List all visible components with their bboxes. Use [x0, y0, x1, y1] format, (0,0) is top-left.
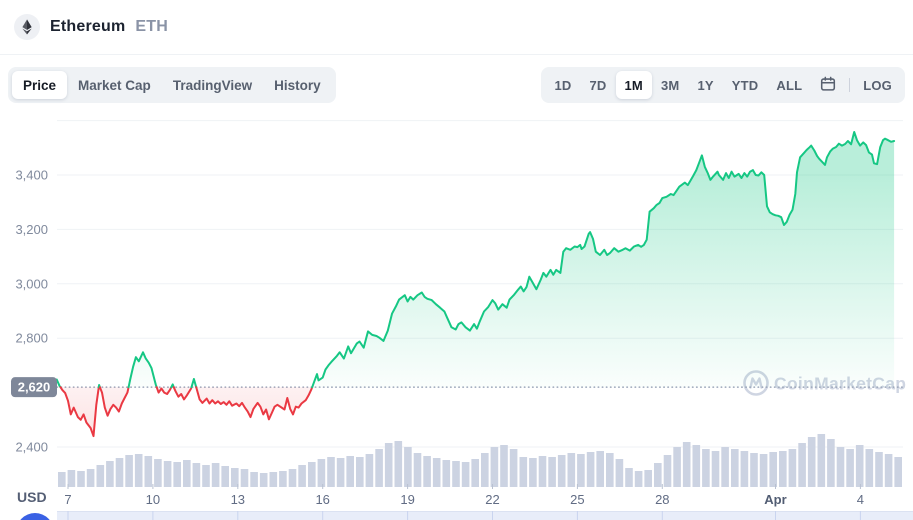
- range-all[interactable]: ALL: [767, 71, 811, 99]
- svg-text:7: 7: [64, 492, 71, 507]
- svg-text:25: 25: [570, 492, 584, 507]
- coin-name: Ethereum: [50, 18, 126, 35]
- tab-market-cap[interactable]: Market Cap: [67, 71, 162, 99]
- svg-text:2,400: 2,400: [15, 440, 48, 455]
- svg-text:19: 19: [400, 492, 414, 507]
- y-axis-labels: 3,400 3,200 3,000 2,800 2,400: [15, 168, 48, 455]
- range-tab-group: 1D 7D 1M 3M 1Y YTD ALL LOG: [541, 67, 905, 103]
- range-1m[interactable]: 1M: [615, 71, 652, 99]
- svg-text:22: 22: [485, 492, 499, 507]
- tab-price[interactable]: Price: [12, 71, 68, 99]
- svg-text:2,620: 2,620: [18, 380, 51, 395]
- range-1d[interactable]: 1D: [545, 71, 580, 99]
- price-line: [55, 131, 896, 438]
- view-tab-group: Price Market Cap TradingView History: [8, 67, 336, 103]
- range-3m[interactable]: 3M: [652, 71, 688, 99]
- toolbar-divider: [849, 78, 851, 92]
- tab-history[interactable]: History: [263, 71, 332, 99]
- ethereum-logo-icon: [14, 14, 40, 40]
- svg-text:2,800: 2,800: [15, 331, 48, 346]
- svg-text:Apr: Apr: [764, 492, 786, 507]
- range-1y[interactable]: 1Y: [688, 71, 722, 99]
- calendar-icon: [819, 75, 837, 96]
- page-header: Ethereum ETH: [0, 0, 913, 55]
- svg-text:13: 13: [231, 492, 245, 507]
- range-ytd[interactable]: YTD: [723, 71, 768, 99]
- x-axis-labels: 7 10 13 16 19 22 25 28 Apr 4: [64, 484, 864, 507]
- price-chart[interactable]: 3,400 3,200 3,000 2,800 2,400 7 10 13 16 19 22 25 28…: [0, 105, 913, 520]
- coin-symbol: ETH: [135, 18, 169, 35]
- svg-text:10: 10: [146, 492, 160, 507]
- chart-toolbar: Price Market Cap TradingView History 1D …: [8, 67, 905, 103]
- tab-tradingview[interactable]: TradingView: [162, 71, 263, 99]
- svg-text:3,400: 3,400: [15, 168, 48, 183]
- chat-bubble-button[interactable]: [16, 513, 54, 520]
- log-scale-toggle[interactable]: LOG: [854, 71, 901, 99]
- baseline-price-badge: 2,620: [11, 377, 57, 398]
- currency-label: USD: [17, 489, 47, 505]
- chart-navigator[interactable]: [57, 511, 913, 520]
- svg-text:4: 4: [857, 492, 864, 507]
- svg-text:28: 28: [655, 492, 669, 507]
- svg-text:16: 16: [315, 492, 329, 507]
- svg-text:3,000: 3,000: [15, 276, 48, 291]
- date-range-picker-button[interactable]: [811, 71, 845, 99]
- range-7d[interactable]: 7D: [580, 71, 615, 99]
- volume-bars: [58, 434, 902, 487]
- svg-text:3,200: 3,200: [15, 222, 48, 237]
